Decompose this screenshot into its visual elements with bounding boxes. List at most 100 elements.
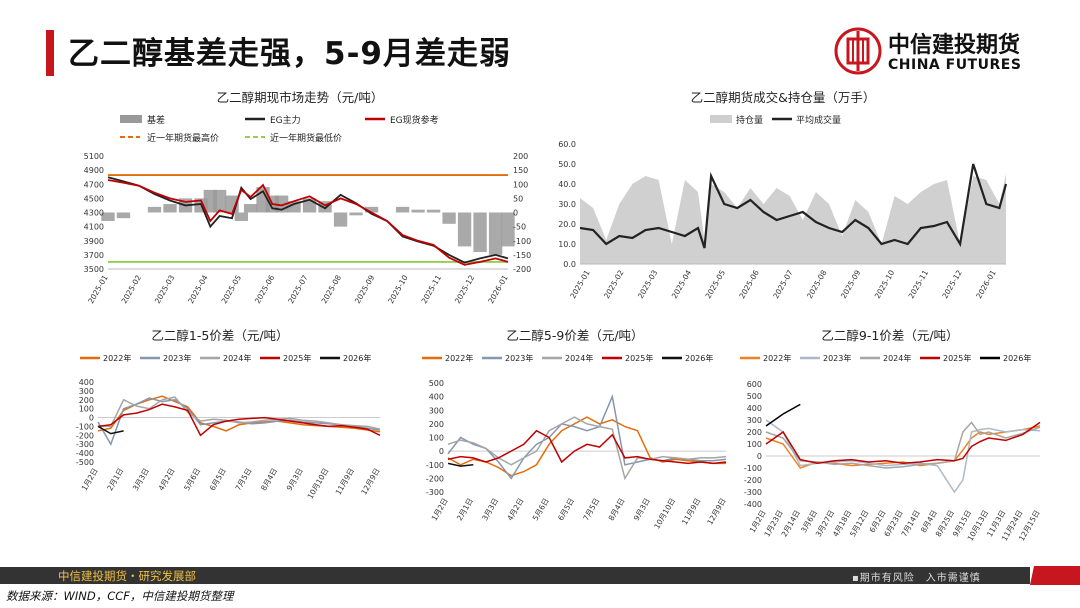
spread-2-x-tick: 8月4日 [259, 467, 279, 493]
chart-s91-svg: 2022年 2023年 2024年 2025年 2026年 -400 -300 -200 -10… [740, 353, 1042, 543]
spread-2-x-tick: 10月10日 [306, 467, 331, 501]
spread-2-y-tick: -400 [76, 449, 94, 458]
basis-bar [395, 206, 410, 213]
page-title: 乙二醇基差走强，5-9月差走弱 [68, 36, 512, 72]
spread-3-x-tick: 1月2日 [430, 497, 450, 523]
spot-x-tick: 2025-08 [320, 273, 344, 305]
volume-x-tick: 2025-07 [771, 268, 795, 300]
series-2024年 [765, 421, 1041, 469]
spot-x-tick: 2025-05 [220, 273, 244, 305]
spot-left-y-tick: 4900 [84, 166, 104, 175]
volume-x-tick: 2025-06 [737, 268, 761, 300]
spread-3-y-tick: 100 [429, 434, 444, 443]
basis-bar [101, 212, 115, 221]
basis-bar [501, 212, 515, 247]
basis-bar [287, 201, 301, 213]
legend-eg-spot-label: EG现货参考 [390, 114, 439, 126]
legend-basis-swatch [120, 115, 142, 123]
spot-x-tick: 2026-01 [486, 273, 510, 305]
spot-x-tick: 2025-03 [153, 273, 177, 305]
series-2025年 [97, 403, 381, 437]
logo-text-en: CHINA FUTURES [888, 57, 1022, 73]
basis-bar [333, 212, 348, 227]
spread-2-y-tick: 300 [79, 387, 94, 396]
spread-2-x-tick: 9月3日 [285, 467, 305, 493]
volume-x-tick: 2025-12 [940, 268, 964, 300]
footer-risk-warning: ▪期市有风险 入市需谨慎 [852, 573, 981, 584]
basis-bar [234, 212, 248, 221]
spot-x-tick: 2025-04 [186, 273, 210, 305]
spread-3-x-tick: 10月10日 [652, 497, 677, 531]
spot-left-y-tick: 3700 [84, 251, 104, 260]
volume-x-tick: 2025-08 [805, 268, 829, 300]
spread-2-x-tick: 12月9日 [359, 467, 381, 497]
volume-x-tick: 2025-03 [636, 268, 660, 300]
legend-2-label: 2025年 [283, 353, 311, 363]
volume-x-tick: 2025-02 [602, 268, 626, 300]
basis-bar [426, 209, 441, 213]
spot-x-tick: 2025-11 [420, 273, 444, 305]
spot-right-y-tick: 150 [513, 166, 528, 175]
spread-4-y-tick: 200 [747, 428, 762, 437]
series-2026年 [765, 403, 801, 427]
spread-2-y-tick: 100 [79, 405, 94, 414]
spot-right-y-tick: -200 [513, 265, 531, 274]
basis-bar [488, 212, 503, 255]
legend-3-label: 2023年 [505, 353, 533, 363]
spot-x-tick: 2025-09 [353, 273, 377, 305]
basis-bar [349, 212, 363, 216]
spot-right-y-tick: -50 [513, 223, 526, 232]
spot-right-y-tick: 200 [513, 152, 528, 161]
legend-2-label: 2022年 [103, 353, 131, 363]
series-2024年 [447, 416, 727, 481]
spread-2-y-tick: 200 [79, 396, 94, 405]
spread-3-y-tick: -100 [426, 461, 444, 470]
chart-s91-title: 乙二醇9-1价差（元/吨） [821, 328, 959, 343]
spread-2-y-tick: -200 [76, 431, 94, 440]
series-2025年 [447, 429, 727, 465]
spread-2-x-tick: 5月6日 [182, 467, 202, 493]
spread-2-y-tick: 400 [79, 378, 94, 387]
spread-3-x-tick: 9月3日 [632, 497, 652, 523]
volume-y-tick: 40.0 [558, 180, 576, 189]
chart-volume-title: 乙二醇期货成交&持仓量（万手） [690, 90, 876, 105]
legend-2-label: 2023年 [163, 353, 191, 363]
spread-4-y-tick: -300 [744, 488, 762, 497]
spread-3-x-tick: 4月2日 [505, 497, 525, 523]
chart-s15-svg: 2022年 2023年 2024年 2025年 2026年 -500-400-300-20… [76, 353, 382, 501]
spread-3-x-tick: 11月9日 [680, 497, 702, 527]
volume-x-tick: 2026-01 [974, 268, 998, 300]
spread-4-y-tick: 500 [747, 392, 762, 401]
legend-vol-label: 平均成交量 [796, 114, 841, 126]
chart-s59-svg: 2022年 2023年 2024年 2025年 2026年 -300 -200 -100 0 10… [422, 353, 728, 531]
spread-3-x-tick: 7月5日 [581, 497, 601, 523]
chart-volume: 乙二醇期货成交&持仓量（万手） 持仓量 平均成交量 0.0 10.0 20.0 30.0 4… [548, 82, 1018, 312]
volume-x-tick: 2025-01 [568, 268, 592, 300]
spot-right-y-tick: 50 [513, 194, 523, 203]
logo-text-cn: 中信建投期货 [888, 33, 1021, 58]
eg-spot-line [107, 179, 509, 266]
spread-3-x-tick: 6月5日 [556, 497, 576, 523]
basis-bar [442, 212, 456, 224]
legend-3-label: 2022年 [445, 353, 473, 363]
legend-3-label: 2024年 [565, 353, 593, 363]
spread-2-x-tick: 2月1日 [105, 467, 125, 493]
spread-2-x-tick: 6月5日 [208, 467, 228, 493]
volume-x-tick: 2025-05 [704, 268, 728, 300]
basis-bar [364, 206, 379, 213]
legend-4-label: 2023年 [823, 353, 851, 363]
spot-left-y-tick: 4500 [84, 194, 104, 203]
chart-s59-title: 乙二醇5-9价差（元/吨） [506, 328, 644, 343]
spread-4-y-tick: -200 [744, 476, 762, 485]
spot-left-y-tick: 3900 [84, 237, 104, 246]
spot-left-y-tick: 5100 [84, 152, 104, 161]
legend-high-label: 近一年期货最高价 [147, 132, 219, 144]
series-2022年 [447, 416, 726, 477]
volume-y-tick: 30.0 [558, 200, 576, 209]
chart-s91: 乙二醇9-1价差（元/吨） 2022年 2023年 2024年 2025年 2026年 -… [730, 322, 1050, 544]
spread-3-y-tick: 500 [429, 379, 444, 388]
chart-s59: 乙二醇5-9价差（元/吨） 2022年 2023年 2024年 2025年 2026年 -… [410, 322, 740, 544]
spread-3-x-tick: 12月9日 [705, 497, 727, 527]
spread-4-y-tick: -400 [744, 500, 762, 509]
